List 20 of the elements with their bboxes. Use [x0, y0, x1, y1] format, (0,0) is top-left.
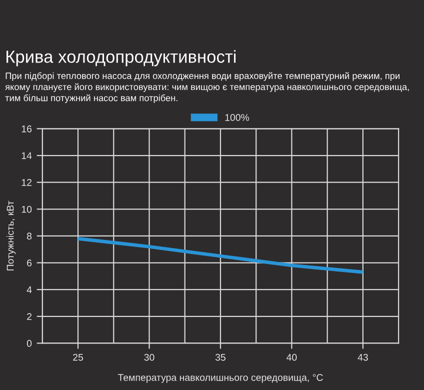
y-axis-title: Потужність, кВт [6, 200, 16, 270]
y-tick-label: 10 [22, 206, 32, 213]
x-tick-label: 25 [73, 354, 84, 361]
x-tick-label: 30 [144, 354, 154, 361]
x-tick-label: 43 [358, 354, 368, 361]
y-tick-label: 12 [22, 179, 32, 186]
y-tick-label: 2 [27, 313, 32, 320]
y-tick-label: 6 [27, 259, 32, 266]
x-tick-label: 35 [215, 354, 226, 361]
legend-label: 100% [225, 114, 250, 121]
y-tick-label: 14 [22, 152, 32, 160]
x-axis-title: Температура навколишнього середовища, °C [118, 374, 323, 383]
y-tick-label: 4 [26, 286, 32, 294]
y-tick-label: 0 [26, 340, 32, 347]
y-tick-label: 8 [27, 232, 32, 240]
line-series [76, 236, 365, 274]
x-tick-label: 40 [286, 354, 297, 361]
y-tick-label: 16 [22, 125, 32, 132]
chart-subtitle: При підборі теплового насоса для охолодження води враховуйте температурний режим, при якому плануєте його використовувати: чим вищою є температура навколишнього середовища, тим більш потужний насос вам потрібен. [5, 72, 409, 104]
chart-title: Крива холодопродуктивності [6, 50, 236, 66]
